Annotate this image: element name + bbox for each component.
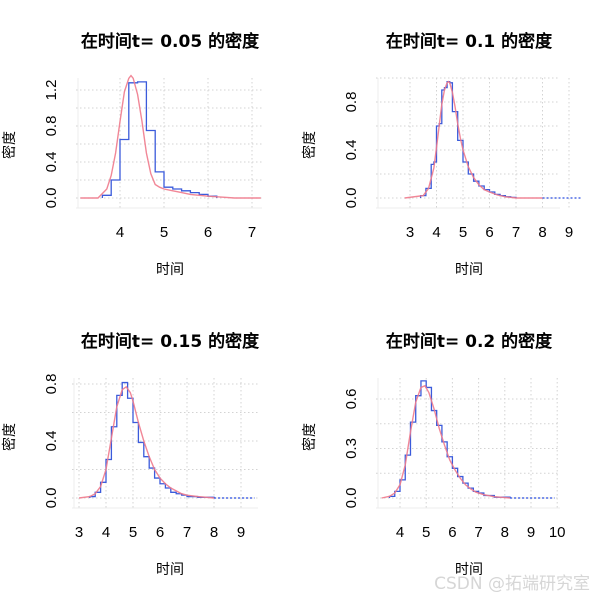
y-axis-label: 密度 [301, 131, 318, 159]
density-curve [78, 385, 215, 499]
y-tick-label: 0.4 [343, 140, 360, 161]
x-tick-label: 4 [102, 524, 110, 541]
y-tick-label: 0.4 [43, 431, 60, 452]
x-tick-label: 7 [474, 524, 482, 541]
x-tick-label: 8 [501, 524, 509, 541]
x-tick-label: 7 [248, 224, 256, 241]
x-tick-label: 8 [538, 224, 546, 241]
density-curve [404, 80, 543, 199]
grid [72, 378, 258, 509]
x-tick-label: 7 [183, 524, 191, 541]
panel-title: 在时间t= 0.15 的密度 [81, 331, 260, 352]
panel-t-0-2: 在时间t= 0.2 的密度 4 5 6 7 8 9 10 0.0 0.3 0.6 时间 密度 [301, 331, 566, 578]
y-axis-label: 密度 [1, 423, 18, 451]
x-axis-label: 时间 [455, 562, 483, 578]
y-tick-label: 0.4 [43, 152, 60, 173]
panel-t-0-05: 在时间t= 0.05 的密度 4 5 6 7 0.0 0.4 0.8 1.2 时间 密度 [1, 31, 262, 278]
y-tick-label: 0.0 [43, 488, 60, 509]
density-curve [80, 74, 261, 199]
x-tick-label: 8 [210, 524, 218, 541]
y-tick-label: 0.8 [43, 374, 60, 395]
x-tick-label: 5 [459, 224, 467, 241]
watermark: CSDN @拓端研究室 [434, 574, 590, 594]
x-tick-label: 6 [448, 524, 456, 541]
panel-title: 在时间t= 0.2 的密度 [386, 331, 553, 352]
y-axis-label: 密度 [1, 131, 18, 159]
panel-title: 在时间t= 0.05 的密度 [81, 31, 260, 52]
x-tick-label: 5 [160, 224, 168, 241]
y-tick-label: 0.0 [343, 188, 360, 209]
x-tick-label: 6 [485, 224, 493, 241]
histogram-steps [419, 80, 517, 199]
x-tick-label: 9 [237, 524, 245, 541]
y-tick-label: 1.2 [43, 80, 60, 101]
x-axis-label: 时间 [156, 262, 184, 278]
x-tick-label: 4 [116, 224, 124, 241]
y-tick-label: 0.3 [343, 438, 360, 459]
histogram-steps [89, 381, 215, 498]
histogram-steps [101, 81, 218, 198]
x-tick-label: 6 [204, 224, 212, 241]
panel-t-0-15: 在时间t= 0.15 的密度 3 4 5 6 7 8 9 0.0 0.4 0.8 时间 密度 [1, 331, 260, 578]
grid [76, 78, 262, 209]
grid [376, 77, 570, 209]
y-tick-label: 0.0 [343, 488, 360, 509]
x-axis-label: 时间 [156, 562, 184, 578]
y-tick-label: 0.0 [43, 188, 60, 209]
x-tick-label: 3 [75, 524, 83, 541]
y-tick-label: 0.8 [343, 92, 360, 113]
density-curve [381, 384, 511, 499]
x-axis-label: 时间 [455, 262, 483, 278]
x-tick-label: 6 [156, 524, 164, 541]
x-tick-label: 4 [396, 524, 404, 541]
x-tick-label: 3 [406, 224, 414, 241]
panel-title: 在时间t= 0.1 的密度 [386, 31, 553, 52]
x-tick-label: 4 [432, 224, 440, 241]
x-tick-label: 7 [512, 224, 520, 241]
histogram-steps [388, 380, 511, 498]
x-tick-label: 9 [565, 224, 573, 241]
x-tick-label: 10 [549, 524, 566, 541]
y-tick-label: 0.8 [43, 116, 60, 137]
x-tick-label: 5 [422, 524, 430, 541]
y-tick-label: 0.6 [343, 389, 360, 410]
panel-t-0-1: 在时间t= 0.1 的密度 3 4 5 6 7 8 9 0.0 0.4 0.8 时间 密度 [301, 31, 583, 278]
x-tick-label: 9 [527, 524, 535, 541]
x-tick-label: 5 [129, 524, 137, 541]
y-axis-label: 密度 [301, 423, 318, 451]
